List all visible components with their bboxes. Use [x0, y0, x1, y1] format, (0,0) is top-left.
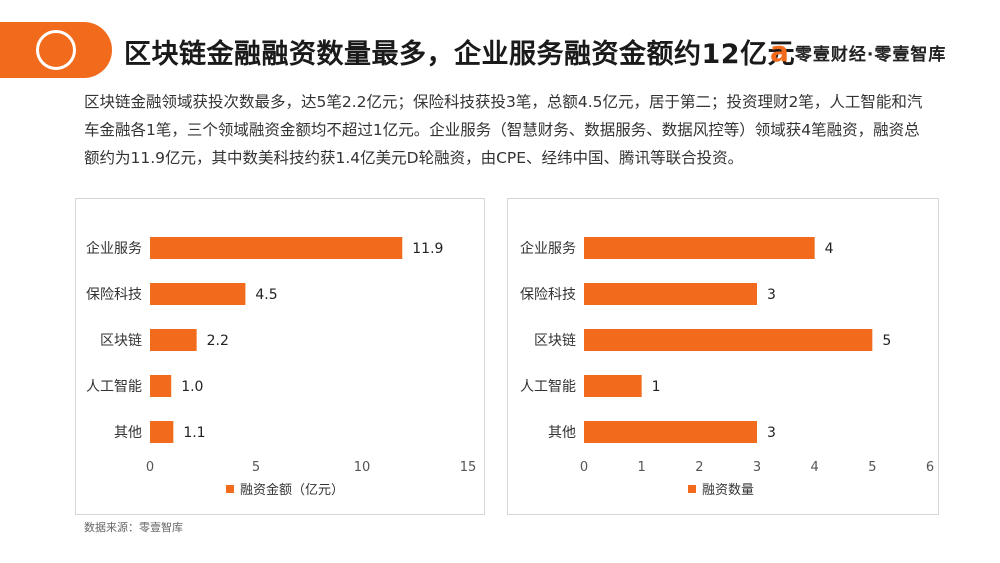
tick-label: 15: [460, 460, 477, 475]
amount-chart-panel: 企业服务 11.9 保险科技 4.5 区块链 2.2 人工智能 1.0 其他 1.1 0 5 10 15 融…: [75, 198, 485, 515]
tick-label: 3: [753, 460, 761, 475]
category-label: 企业服务: [520, 240, 576, 257]
count-bar-chart: 企业服务 4 保险科技 3 区块链 5 人工智能 1 其他 3 0 1 2 3 4 5 6 融资数量: [520, 237, 934, 498]
data-label: 1.1: [183, 425, 205, 441]
bar: [584, 329, 873, 351]
bar: [584, 283, 757, 305]
amount-bar-chart: 企业服务 11.9 保险科技 4.5 区块链 2.2 人工智能 1.0 其他 1.1 0 5 10 15 融…: [86, 237, 477, 498]
data-source: 数据来源：零壹智库: [84, 521, 183, 534]
bar: [584, 421, 757, 443]
brand-logo-icon: a: [770, 35, 789, 68]
data-label: 3: [767, 287, 776, 303]
category-label: 其他: [548, 425, 576, 441]
bar: [150, 421, 174, 443]
brand: a 零壹财经·零壹智库: [770, 38, 946, 66]
legend-label: 融资金额（亿元）: [240, 482, 344, 498]
data-label: 11.9: [412, 241, 443, 257]
bar: [584, 237, 815, 259]
data-label: 3: [767, 425, 776, 441]
data-label: 4.5: [255, 287, 277, 303]
data-label: 5: [882, 333, 891, 349]
title-circle-icon: [36, 30, 76, 70]
tick-label: 10: [354, 460, 371, 475]
brand-name: 零壹财经·零壹智库: [794, 44, 947, 65]
category-label: 人工智能: [86, 379, 142, 395]
count-chart-panel: 企业服务 4 保险科技 3 区块链 5 人工智能 1 其他 3 0 1 2 3 4 5 6 融资数量: [507, 198, 939, 515]
tick-label: 6: [926, 460, 934, 475]
bar: [584, 375, 642, 397]
category-label: 企业服务: [86, 240, 142, 257]
page-title: 区块链金融融资数量最多，企业服务融资金额约12亿元: [124, 39, 796, 70]
category-label: 人工智能: [520, 379, 576, 395]
legend-swatch: [226, 485, 234, 493]
tick-label: 0: [580, 460, 588, 475]
category-label: 区块链: [534, 333, 576, 349]
legend-swatch: [688, 485, 696, 493]
category-label: 保险科技: [86, 287, 142, 303]
tick-label: 0: [146, 460, 154, 475]
bar: [150, 283, 246, 305]
data-label: 4: [825, 241, 834, 257]
data-label: 1.0: [181, 379, 203, 395]
tick-label: 5: [868, 460, 876, 475]
category-label: 其他: [114, 425, 142, 441]
category-label: 保险科技: [520, 287, 576, 303]
bar: [150, 329, 197, 351]
tick-label: 4: [811, 460, 819, 475]
tick-label: 5: [252, 460, 260, 475]
bar: [150, 375, 172, 397]
bar: [150, 237, 403, 259]
legend-label: 融资数量: [702, 483, 754, 498]
tick-label: 1: [638, 460, 646, 475]
intro-paragraph: 区块链金融领域获投次数最多，达5笔2.2亿元；保险科技获投3笔，总额4.5亿元，…: [84, 93, 923, 167]
category-label: 区块链: [100, 333, 142, 349]
tick-label: 2: [695, 460, 703, 475]
data-label: 2.2: [207, 333, 229, 349]
data-label: 1: [652, 379, 661, 395]
